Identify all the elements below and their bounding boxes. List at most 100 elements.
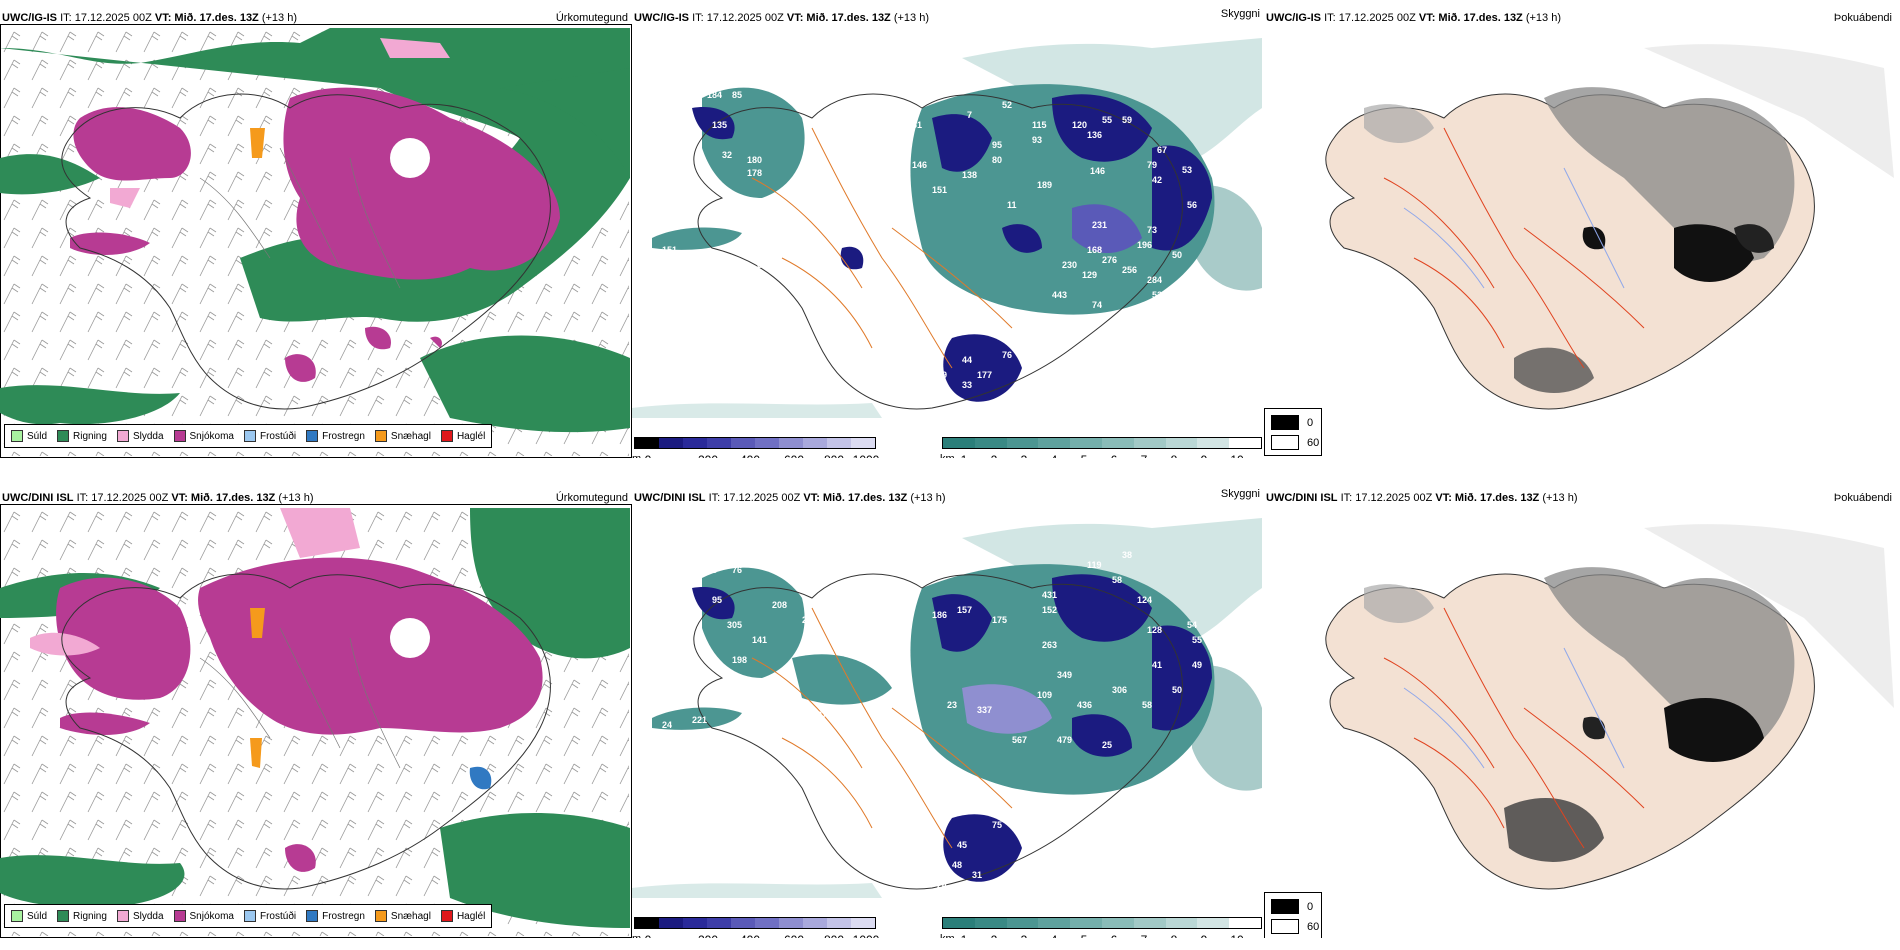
init-time: IT: 17.12.2025 00Z bbox=[708, 492, 801, 504]
svg-text:24: 24 bbox=[662, 720, 672, 730]
svg-text:135: 135 bbox=[712, 120, 727, 130]
svg-text:52: 52 bbox=[1002, 100, 1012, 110]
height-unit: m bbox=[632, 453, 641, 458]
fog-legend-item: 0 bbox=[1271, 415, 1313, 430]
svg-text:76: 76 bbox=[1002, 350, 1012, 360]
svg-text:168: 168 bbox=[1087, 245, 1102, 255]
legend-item: Frostregn bbox=[306, 430, 365, 442]
panel-header: UWC/IG-IS IT: 17.12.2025 00Z VT: Mið. 17… bbox=[1264, 8, 1896, 28]
svg-text:230: 230 bbox=[1062, 260, 1077, 270]
svg-text:85: 85 bbox=[732, 90, 742, 100]
panel-header: UWC/DINI ISL IT: 17.12.2025 00Z VT: Mið.… bbox=[0, 488, 632, 508]
panel-visibility-row1: UWC/IG-IS IT: 17.12.2025 00Z VT: Mið. 17… bbox=[632, 8, 1264, 458]
svg-text:80: 80 bbox=[992, 155, 1002, 165]
legend-item: Súld bbox=[11, 430, 47, 442]
visibility-map: 23 76 95 208 305 141 198 241 24 221 127 … bbox=[632, 518, 1262, 898]
svg-text:129: 129 bbox=[1082, 270, 1097, 280]
svg-text:33: 33 bbox=[962, 380, 972, 390]
svg-text:231: 231 bbox=[1092, 220, 1107, 230]
valid-time: VT: Mið. 17.des. 13Z bbox=[1435, 492, 1540, 504]
svg-text:119: 119 bbox=[1087, 560, 1102, 570]
svg-text:59: 59 bbox=[1122, 115, 1132, 125]
lead-time: (+13 h) bbox=[1542, 492, 1578, 504]
svg-text:221: 221 bbox=[692, 715, 707, 725]
svg-text:54: 54 bbox=[1187, 620, 1197, 630]
svg-text:32: 32 bbox=[722, 150, 732, 160]
legend-item: Frostúði bbox=[243, 430, 296, 442]
model-name: UWC/IG-IS bbox=[1266, 12, 1321, 24]
svg-text:349: 349 bbox=[1057, 670, 1072, 680]
fog-legend: 0 60 bbox=[1264, 892, 1322, 938]
panel-precip-type-row2: UWC/DINI ISL IT: 17.12.2025 00Z VT: Mið.… bbox=[0, 488, 632, 938]
svg-text:128: 128 bbox=[1147, 625, 1162, 635]
panel-header: UWC/IG-IS IT: 17.12.2025 00Z VT: Mið. 17… bbox=[0, 8, 632, 28]
svg-text:146: 146 bbox=[1090, 166, 1105, 176]
svg-text:146: 146 bbox=[912, 160, 927, 170]
height-colorbar-ramp bbox=[634, 437, 876, 449]
svg-text:175: 175 bbox=[992, 615, 1007, 625]
panel-fog-row2: UWC/DINI ISL IT: 17.12.2025 00Z VT: Mið.… bbox=[1264, 488, 1896, 938]
svg-text:208: 208 bbox=[772, 600, 787, 610]
svg-text:276: 276 bbox=[1102, 255, 1117, 265]
fog-legend-item: 60 bbox=[1271, 919, 1319, 934]
svg-text:55: 55 bbox=[1192, 635, 1202, 645]
svg-text:198: 198 bbox=[732, 655, 747, 665]
model-name: UWC/DINI ISL bbox=[1266, 492, 1338, 504]
panel-title: Skyggni bbox=[1220, 488, 1260, 500]
valid-time: VT: Mið. 17.des. 13Z bbox=[803, 492, 908, 504]
lead-time: (+13 h) bbox=[893, 12, 930, 24]
svg-text:178: 178 bbox=[747, 168, 762, 178]
legend-item: Rigning bbox=[57, 430, 107, 442]
svg-text:161: 161 bbox=[907, 120, 922, 130]
svg-text:124: 124 bbox=[1137, 595, 1152, 605]
svg-text:34: 34 bbox=[962, 405, 972, 415]
legend-item: Haglél bbox=[440, 430, 485, 442]
svg-text:306: 306 bbox=[1112, 685, 1127, 695]
map-frame bbox=[0, 504, 632, 938]
svg-text:181: 181 bbox=[887, 110, 902, 120]
fog-legend: 0 60 bbox=[1264, 408, 1322, 456]
height-unit: m bbox=[632, 933, 641, 938]
svg-text:479: 479 bbox=[1057, 735, 1072, 745]
valid-time: VT: Mið. 17.des. 13Z bbox=[154, 12, 259, 24]
precip-type-legend: Súld Rigning Slydda Snjókoma Frostúði Fr… bbox=[4, 904, 493, 928]
svg-text:305: 305 bbox=[727, 620, 742, 630]
svg-text:431: 431 bbox=[1042, 590, 1057, 600]
init-time: IT: 17.12.2025 00Z bbox=[60, 12, 152, 24]
svg-text:45: 45 bbox=[957, 840, 967, 850]
precip-map bbox=[0, 508, 630, 936]
panel-header: UWC/IG-IS IT: 17.12.2025 00Z VT: Mið. 17… bbox=[632, 8, 1264, 28]
legend-item: Snæhagl bbox=[374, 430, 431, 442]
svg-text:44: 44 bbox=[962, 355, 972, 365]
svg-text:58: 58 bbox=[1142, 700, 1152, 710]
svg-text:186: 186 bbox=[932, 610, 947, 620]
svg-text:241: 241 bbox=[802, 615, 817, 625]
svg-text:62: 62 bbox=[757, 260, 767, 270]
model-name: UWC/IG-IS bbox=[2, 12, 57, 24]
svg-text:151: 151 bbox=[932, 185, 947, 195]
svg-text:95: 95 bbox=[712, 595, 722, 605]
visibility-unit: km bbox=[940, 453, 955, 458]
valid-time: VT: Mið. 17.des. 13Z bbox=[171, 492, 276, 504]
panel-fog-row1: UWC/IG-IS IT: 17.12.2025 00Z VT: Mið. 17… bbox=[1264, 8, 1896, 458]
model-name: UWC/DINI ISL bbox=[2, 492, 74, 504]
svg-text:53: 53 bbox=[1182, 165, 1192, 175]
legend-item: Snjókoma bbox=[173, 910, 234, 922]
svg-text:93: 93 bbox=[1032, 135, 1042, 145]
svg-text:138: 138 bbox=[962, 170, 977, 180]
svg-text:74: 74 bbox=[1092, 300, 1102, 310]
svg-text:31: 31 bbox=[972, 870, 982, 880]
svg-text:127: 127 bbox=[812, 710, 827, 720]
svg-text:180: 180 bbox=[747, 155, 762, 165]
panel-title: Þokuábendi bbox=[1833, 12, 1892, 24]
svg-text:136: 136 bbox=[877, 130, 892, 140]
svg-text:67: 67 bbox=[1157, 145, 1167, 155]
svg-text:263: 263 bbox=[1042, 640, 1057, 650]
legend-item: Frostregn bbox=[306, 910, 365, 922]
height-colorbar-ramp bbox=[634, 917, 876, 929]
map-frame bbox=[0, 24, 632, 458]
svg-text:443: 443 bbox=[1052, 290, 1067, 300]
model-name: UWC/DINI ISL bbox=[634, 492, 706, 504]
valid-time: VT: Mið. 17.des. 13Z bbox=[786, 12, 891, 24]
init-time: IT: 17.12.2025 00Z bbox=[1340, 492, 1433, 504]
